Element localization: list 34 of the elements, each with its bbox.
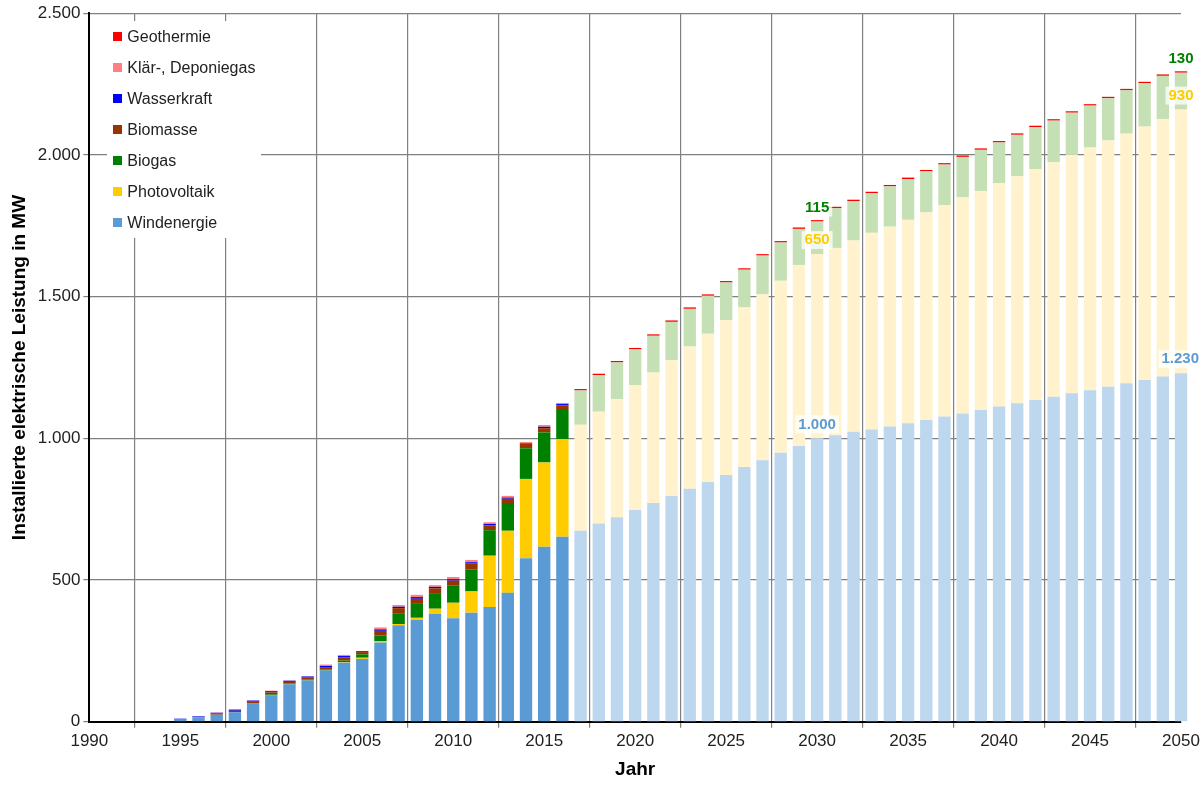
y-tick-label: 500 bbox=[51, 569, 81, 589]
legend-label: Photovoltaik bbox=[127, 182, 215, 203]
legend-label: Geothermie bbox=[127, 27, 211, 48]
x-tick-label: 2005 bbox=[343, 730, 382, 750]
x-tick-label: 2050 bbox=[1162, 730, 1200, 750]
y-tick-label: 1.000 bbox=[37, 428, 81, 448]
data-label: 115 bbox=[805, 197, 830, 215]
y-tick-label: 0 bbox=[70, 711, 81, 731]
data-label: 650 bbox=[804, 230, 830, 248]
y-axis-title: Installierte elektrische Leistung in MW bbox=[7, 194, 29, 541]
data-label: 1.000 bbox=[798, 414, 836, 432]
x-tick-label: 2030 bbox=[798, 730, 837, 750]
x-tick-label: 2045 bbox=[1071, 730, 1109, 750]
legend-label: Biomasse bbox=[127, 120, 198, 141]
x-axis-title: Jahr bbox=[615, 757, 656, 779]
data-label: 930 bbox=[1168, 85, 1194, 103]
y-tick-label: 1.500 bbox=[37, 286, 81, 306]
x-tick-label: 2015 bbox=[525, 730, 564, 750]
x-tick-label: 2040 bbox=[980, 730, 1018, 750]
x-tick-label: 1990 bbox=[70, 730, 109, 750]
x-tick-label: 2025 bbox=[707, 730, 746, 750]
data-label: 1.230 bbox=[1161, 349, 1200, 367]
x-tick-label: 2035 bbox=[889, 730, 927, 750]
legend-label: Wasserkraft bbox=[127, 89, 213, 110]
legend-label: Klär-, Deponiegas bbox=[127, 58, 256, 79]
y-tick-label: 2.000 bbox=[37, 144, 81, 164]
y-tick-label: 2.500 bbox=[37, 2, 81, 22]
x-tick-label: 1995 bbox=[161, 730, 200, 750]
data-label: 130 bbox=[1168, 48, 1194, 66]
x-tick-label: 2000 bbox=[252, 730, 291, 750]
x-tick-label: 2010 bbox=[434, 730, 473, 750]
legend-label: Biogas bbox=[127, 151, 177, 172]
legend-label: Windenergie bbox=[127, 213, 218, 234]
x-tick-label: 2020 bbox=[616, 730, 655, 750]
